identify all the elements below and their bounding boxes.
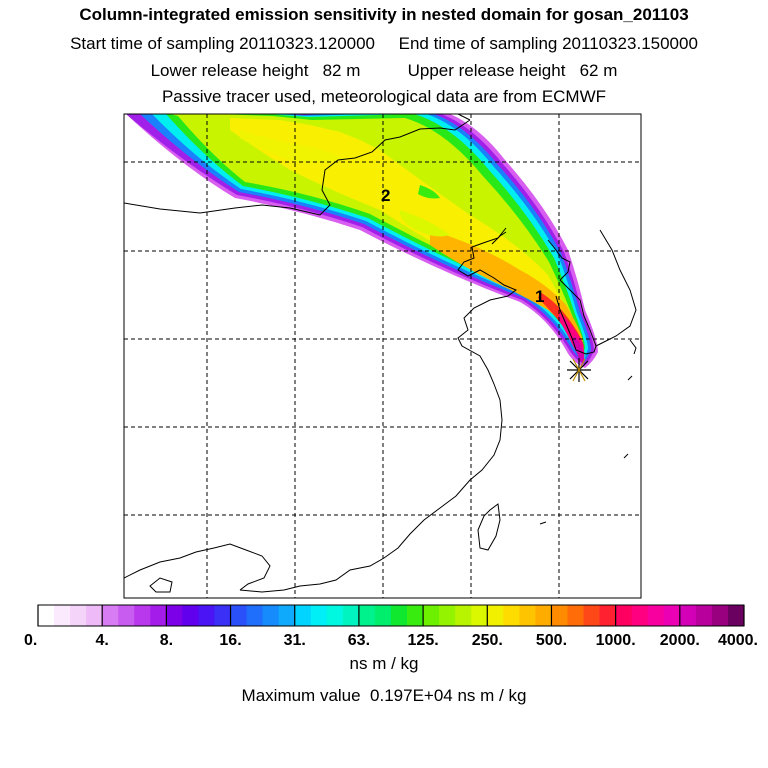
coast-china-russia: [456, 114, 471, 121]
colorbar-cell: [551, 605, 568, 626]
colorbar-cell: [599, 605, 617, 626]
tracer-info-line: Passive tracer used, meteorological data…: [161, 87, 607, 106]
colorbar-cell: [471, 605, 488, 626]
colorbar-tick-label: 250.: [472, 632, 503, 649]
coast-taiwan: [477, 503, 501, 551]
colorbar-tick-label: 125.: [408, 632, 439, 649]
coast-liaodong: [491, 231, 507, 245]
colorbar-cell: [711, 605, 729, 626]
colorbar-cell: [455, 605, 472, 626]
coast-ryukyu-1: [627, 375, 633, 381]
colorbar-cell: [535, 605, 552, 626]
plume-label-1: 1: [535, 287, 544, 306]
colorbar-tick-label: 4.: [96, 632, 109, 649]
coast-japan-kyushu: [629, 339, 637, 355]
coast-korea: [547, 239, 597, 355]
coast-ryukyu-3: [539, 521, 547, 525]
colorbar-cell: [727, 605, 745, 626]
colorbar-cell: [38, 605, 55, 626]
colorbar-cell: [583, 605, 601, 626]
colorbar-cell: [423, 605, 440, 626]
colorbar-tick-labels: 0. 4. 8. 16. 31. 63. 125. 250. 500. 1000. 2000. 400…: [24, 632, 758, 649]
colorbar-cell: [134, 605, 151, 626]
coast-hainan: [149, 577, 173, 593]
colorbar-cell: [262, 605, 280, 626]
plume-patch-2: [399, 210, 450, 237]
colorbar-cell: [150, 605, 167, 626]
colorbar-tick-label: 2000.: [660, 632, 700, 649]
colorbar-tick-label: 1000.: [596, 632, 636, 649]
colorbar-cell: [631, 605, 649, 626]
colorbar-units: ns m / kg: [349, 654, 419, 673]
colorbar-cell: [166, 605, 183, 626]
max-value-text: Maximum value 0.197E+04 ns m / kg: [241, 686, 527, 705]
map-grid: [124, 114, 641, 598]
colorbar-cell: [695, 605, 713, 626]
colorbar-cell: [326, 605, 344, 626]
colorbar-cells: [37, 604, 745, 627]
colorbar-cell: [54, 605, 71, 626]
release-height-line: Lower release height 82 m Upper release …: [150, 61, 618, 80]
colorbar-cell: [342, 605, 360, 626]
colorbar-cell: [198, 605, 215, 626]
colorbar-cell: [679, 605, 697, 626]
colorbar-cell: [358, 605, 376, 626]
colorbar-cell: [278, 605, 296, 626]
map-frame-content: 1 2: [124, 114, 641, 598]
colorbar-tick-label: 8.: [160, 632, 173, 649]
colorbar-cell: [487, 605, 504, 626]
plume-patch-3: [418, 185, 440, 199]
colorbar-cell: [246, 605, 264, 626]
colorbar-frame: [37, 604, 745, 627]
coast-mongolia-border: [124, 119, 471, 216]
colorbar-cell: [519, 605, 536, 626]
coast-korea-east: [595, 229, 637, 347]
plume-contour-orange: [430, 230, 583, 345]
colorbar-tick-label: 63.: [348, 632, 370, 649]
colorbar-tick-label: 16.: [219, 632, 241, 649]
colorbar-tick-label: 4000.: [718, 632, 758, 649]
colorbar-cell: [439, 605, 456, 626]
colorbar-cell: [118, 605, 135, 626]
receptor-asterisk-icon: [567, 358, 591, 382]
colorbar-cell: [615, 605, 633, 626]
map-border: [123, 113, 642, 599]
colorbar-cell: [86, 605, 103, 626]
coast-ryukyu-2: [623, 453, 629, 459]
colorbar-cell: [567, 605, 585, 626]
colorbar-cell: [102, 605, 119, 626]
colorbar-tick-label: 500.: [536, 632, 567, 649]
plume-patch-1: [240, 130, 345, 163]
colorbar-cell: [182, 605, 199, 626]
colorbar-cell: [230, 605, 248, 626]
colorbar-cell: [391, 605, 408, 626]
plume-label-2: 2: [381, 186, 390, 205]
colorbar-cell: [374, 605, 392, 626]
colorbar-tick-label: 31.: [284, 632, 306, 649]
figure-title: Column-integrated emission sensitivity i…: [79, 5, 689, 24]
coastlines: [124, 114, 637, 593]
sensitivity-plume: [126, 114, 598, 368]
colorbar-cell: [503, 605, 520, 626]
colorbar-cell: [294, 605, 312, 626]
colorbar-cell: [214, 605, 232, 626]
coast-bohai: [239, 227, 517, 593]
colorbar-cell: [407, 605, 424, 626]
colorbar-cell: [310, 605, 328, 626]
plume-contour-yellow: [230, 118, 582, 346]
colorbar-tick-label: 0.: [24, 632, 37, 649]
plume-contour-max: [572, 336, 584, 363]
plume-labels: 1 2: [381, 186, 544, 306]
sampling-time-line: Start time of sampling 20110323.120000 E…: [70, 34, 698, 53]
colorbar-cell: [647, 605, 665, 626]
coast-china-border-south: [124, 543, 271, 591]
plume-contour-yellow-green: [170, 114, 585, 353]
colorbar-cell: [663, 605, 681, 626]
colorbar-cell: [70, 605, 87, 626]
